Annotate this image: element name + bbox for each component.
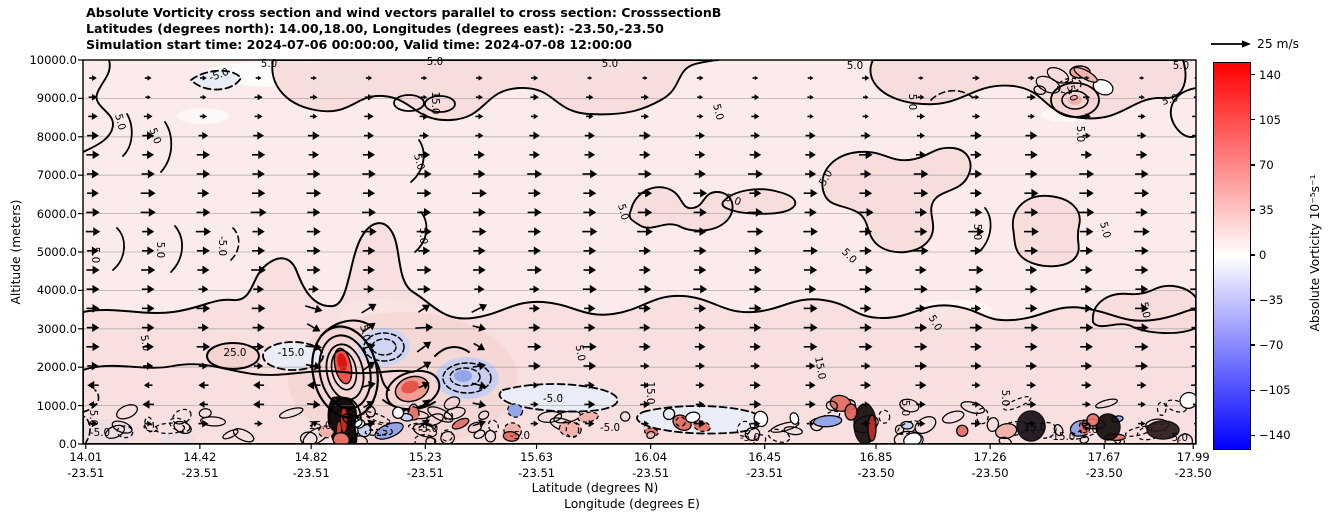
contour-field [83,60,1196,444]
contour-level-label: -5.0 [1167,432,1189,444]
axis-tick-marks [78,59,1194,449]
y-tick-label: 6000.0 [36,206,77,221]
y-tick-label: 1000.0 [36,398,77,413]
contour-level-label: 5.0 [1074,125,1086,143]
colorbar-tick-mark [1250,434,1255,436]
contour-level-label: 5.0 [137,333,153,353]
contour-level-label: 5.0 [154,241,166,259]
colorbar-label: Absolute Vorticity 10⁻⁵s⁻¹ [1308,174,1322,332]
contour-level-label: 5.0 [846,60,864,72]
colorbar [1213,62,1251,450]
colorbar-tick-label: −105 [1259,383,1291,398]
colorbar-tick-mark [1250,74,1255,76]
x-axis-label-latitude: Latitude (degrees N) [531,481,659,495]
x-tick-label: 17.67 -23.50 [1085,450,1123,480]
x-tick-label: 14.82 -23.51 [292,450,330,480]
contour-level-label: 5.0 [260,58,278,70]
contour-level-label: 5.0 [601,58,619,70]
x-tick-label: 16.45 -23.51 [746,450,784,480]
contour-level-label: 5.0 [906,93,918,111]
y-tick-label: 4000.0 [36,283,77,298]
quiver-key-label: 25 m/s [1257,37,1300,51]
colorbar-tick-mark [1250,209,1255,211]
contour-level-label: 15.0 [644,381,656,405]
contour-level-label: -5.0 [216,235,228,257]
colorbar-tick-label: 105 [1259,112,1281,127]
contour-level-label: -5.0 [509,430,531,442]
colorbar-tick-mark [1250,344,1255,346]
colorbar-tick-label: −35 [1259,293,1284,308]
contour-level-label: -5.0 [542,393,564,405]
contour-level-label: 25.0 [223,347,247,359]
contour-level-label: 5.0 [971,223,983,241]
contour-level-label: -15.0 [277,347,305,359]
x-tick-label: 15.63 -23.51 [518,450,556,480]
contour-level-label: -15.0 [1048,431,1076,443]
x-tick-label: 17.99 -23.50 [1174,450,1212,480]
contour-level-label: 5.0 [1137,300,1153,320]
gridlines [83,98,1196,407]
contour-level-label: 5.0 [1172,60,1190,72]
colorbar-tick-mark [1250,299,1255,301]
contour-level-label: 15.0 [1023,422,1047,434]
y-tick-label: 2000.0 [36,360,77,375]
contour-level-label: -5.0 [599,422,621,434]
quiver-key-arrow-icon [1211,40,1251,48]
y-tick-label: 10000.0 [29,53,77,67]
colorbar-tick-label: −70 [1259,338,1284,353]
figure-title: Absolute Vorticity cross section and win… [86,5,721,53]
contour-level-label: -5.0 [739,432,761,444]
colorbar-tick-label: 0 [1259,248,1267,262]
colorbar-tick-mark [1250,164,1255,166]
contour-level-label: 5.0 [572,343,588,363]
contour-level-label: 5.0 [87,409,99,427]
x-tick-label: 14.01 -23.51 [67,450,105,480]
contour-level-label: 15.0 [308,420,332,432]
contour-level-label: 5.0 [999,389,1011,407]
colorbar-tick-label: −140 [1259,428,1291,443]
contour-level-label: 5.0 [89,246,101,264]
contour-level-label: -5.0 [89,427,111,439]
contour-level-label: 5.0 [426,56,444,68]
colorbar-tick-mark [1250,254,1255,256]
title-line-3: Simulation start time: 2024-07-06 00:00:… [86,37,633,52]
y-tick-label: 5000.0 [36,245,77,259]
x-axis-label-longitude: Longitude (degrees E) [564,497,700,511]
wind-arrows [85,75,1196,429]
x-tick-label: 16.04 -23.51 [632,450,670,480]
colorbar-tick-mark [1250,119,1255,121]
y-tick-label: 3000.0 [36,321,77,336]
colorbar-tick-label: 70 [1259,157,1274,172]
contour-level-label: 15.0 [429,91,441,115]
contour-level-label: 5.0 [899,399,911,417]
contour-lines [83,60,1196,444]
y-tick-label: 7000.0 [36,168,77,183]
contour-level-label: 5.0 [421,423,439,435]
x-tick-label: 14.42 -23.51 [181,450,219,480]
contour-level-label: 5.0 [417,227,429,245]
contour-level-label: 5.0 [1081,424,1099,436]
x-tick-label: 16.85 -23.50 [857,450,895,480]
colorbar-tick-label: 35 [1259,202,1274,217]
x-tick-label: 17.26 -23.50 [971,450,1009,480]
y-tick-label: 9000.0 [36,91,77,106]
y-tick-label: 0.0 [58,437,77,451]
colorbar-tick-label: 140 [1259,67,1281,82]
y-tick-label: 8000.0 [36,129,77,144]
x-tick-label: 15.23 -23.51 [406,450,444,480]
title-line-2: Latitudes (degrees north): 14.00,18.00, … [86,21,664,36]
title-line-1: Absolute Vorticity cross section and win… [86,5,722,20]
colorbar-tick-mark [1250,389,1255,391]
